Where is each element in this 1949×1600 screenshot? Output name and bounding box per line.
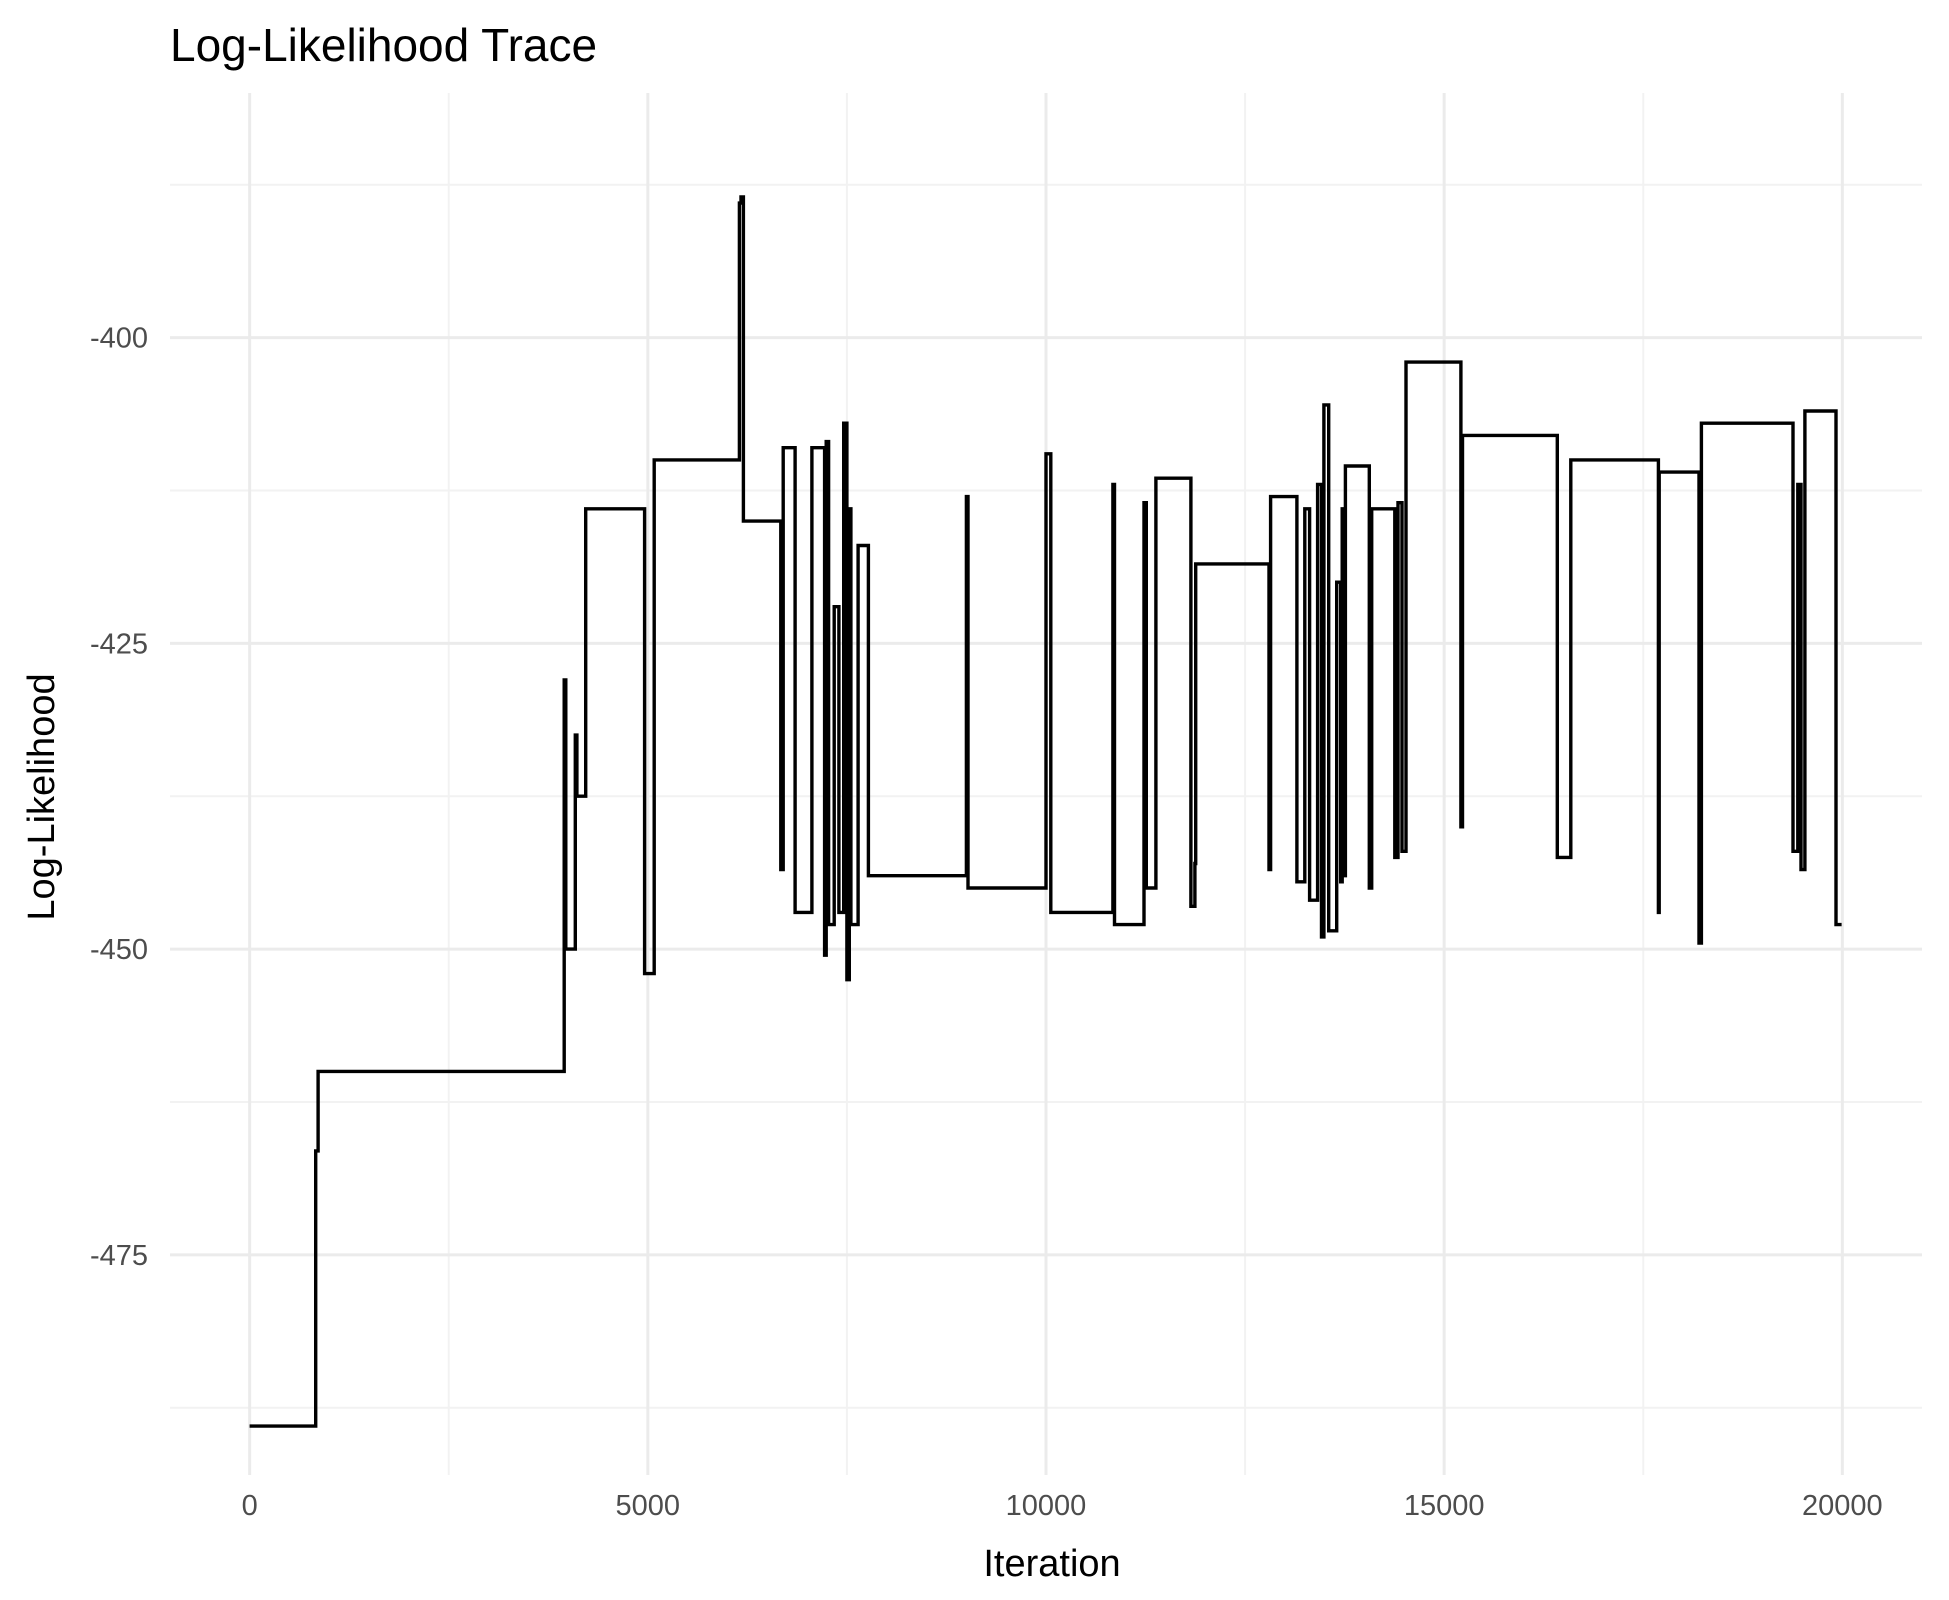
x-tick-label: 15000 [1404,1490,1485,1522]
y-tick-label: -475 [90,1240,148,1272]
y-tick-label: -400 [90,323,148,355]
x-tick-label: 0 [242,1490,258,1522]
x-axis-title: Iteration [983,1543,1120,1585]
chart-title: Log-Likelihood Trace [170,19,597,71]
major-gridlines [170,93,1922,1475]
x-tick-label: 20000 [1802,1490,1883,1522]
x-axis-tick-labels: 0 5000 10000 15000 20000 [242,1490,1883,1522]
y-tick-label: -425 [90,628,148,660]
y-axis-tick-labels: -400 -425 -450 -475 [90,323,148,1272]
x-tick-label: 10000 [1006,1490,1087,1522]
y-axis-title: Log-Likelihood [21,673,63,920]
log-likelihood-trace-line [249,195,1842,1428]
y-tick-label: -450 [90,934,148,966]
x-tick-label: 5000 [616,1490,681,1522]
